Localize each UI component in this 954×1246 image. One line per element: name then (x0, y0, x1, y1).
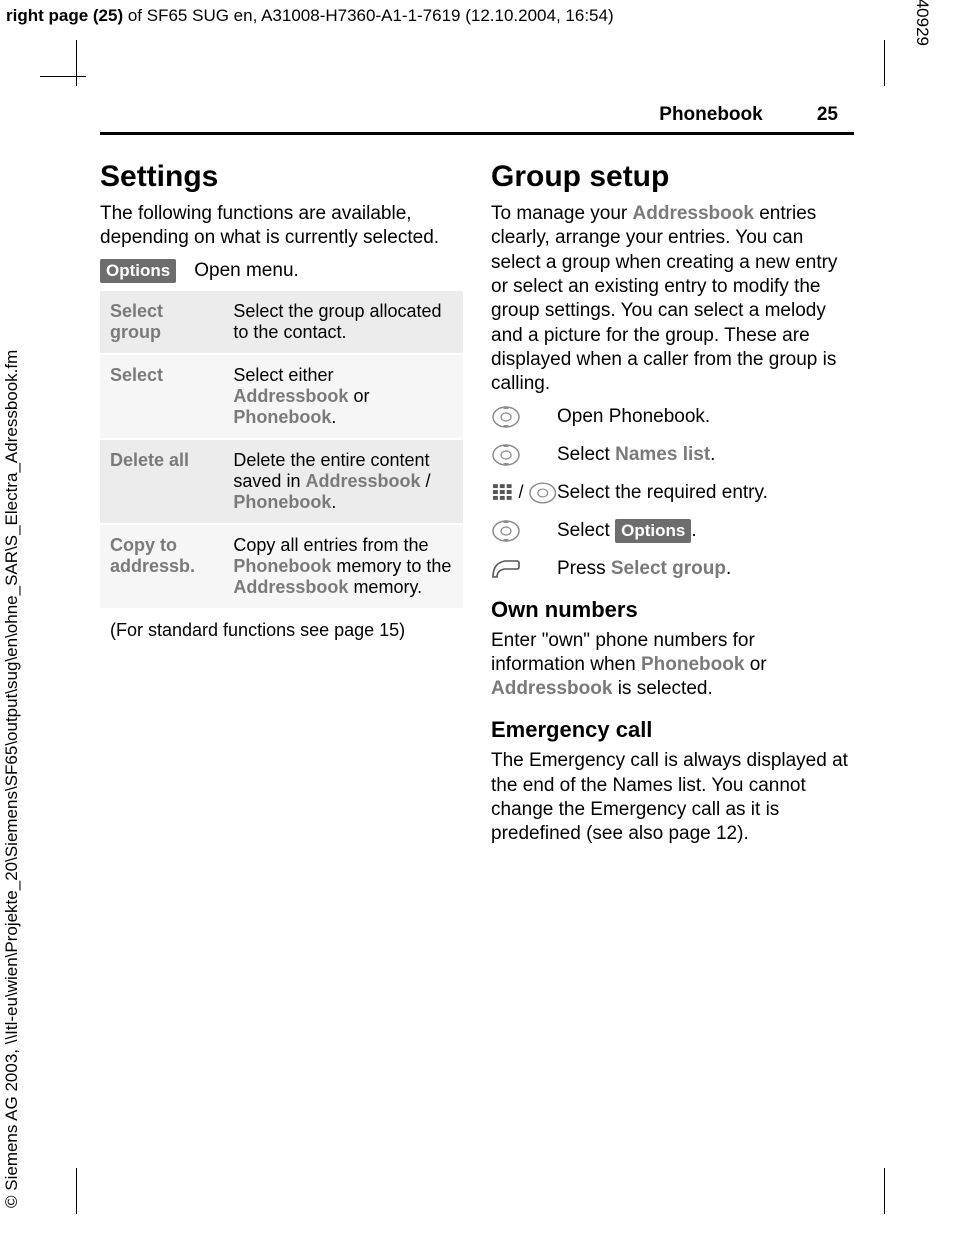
steps-list: Open Phonebook. Select Names list. / Sel… (491, 405, 854, 581)
step-text: Open Phonebook. (557, 406, 854, 428)
nav-ring-icon (491, 443, 557, 467)
row-key: Select (100, 355, 223, 438)
table-footnote: (For standard functions see page 15) (100, 610, 463, 651)
section-name: Phonebook (659, 104, 762, 125)
emergency-text: The Emergency call is always displayed a… (491, 749, 854, 846)
options-badge: Options (615, 519, 691, 543)
h2-emergency-call: Emergency call (491, 717, 854, 743)
crop-mark (884, 40, 885, 86)
header-rule (100, 132, 854, 135)
options-badge: Options (100, 259, 176, 283)
options-table: Select group Select the group allocated … (100, 291, 463, 651)
side-var-text: VAR Language: en; VAR issue date: 040929 (912, 0, 932, 46)
step-text: Select Names list. (557, 444, 854, 466)
doc-header-light: of SF65 SUG en, A31008-H7360-A1-1-7619 (… (123, 6, 614, 25)
crop-mark (884, 1168, 885, 1214)
row-key: Delete all (100, 440, 223, 523)
col-group-setup: Group setup To manage your Addressbook e… (491, 160, 854, 855)
step-text: Select the required entry. (557, 482, 854, 504)
row-val: Select the group allocated to the contac… (223, 291, 463, 353)
step-text: Select Options. (557, 519, 854, 543)
slash-text: / (519, 482, 524, 503)
keypad-with-nav-icon: / (491, 481, 557, 505)
doc-header-bold: right page (25) (6, 6, 123, 25)
crop-mark (76, 1168, 77, 1214)
row-val: Copy all entries from the Phonebook memo… (223, 525, 463, 608)
crop-mark (40, 76, 86, 77)
nav-ring-icon (491, 405, 557, 429)
softkey-icon (491, 557, 557, 581)
h1-group-setup: Group setup (491, 160, 854, 194)
row-val: Delete the entire content saved in Addre… (223, 440, 463, 523)
row-val: Select either Addressbook or Phonebook. (223, 355, 463, 438)
open-menu-text: Open menu. (194, 260, 299, 282)
page-number: 25 (768, 104, 838, 126)
side-path-text: © Siemens AG 2003, \\Itl-eu\wien\Projekt… (2, 350, 22, 1208)
h2-own-numbers: Own numbers (491, 597, 854, 623)
settings-intro: The following functions are available, d… (100, 202, 463, 251)
crop-mark (76, 40, 77, 86)
nav-ring-icon (491, 519, 557, 543)
step-text: Press Select group. (557, 558, 854, 580)
h1-settings: Settings (100, 160, 463, 194)
doc-header: right page (25) of SF65 SUG en, A31008-H… (6, 6, 614, 26)
row-key: Select group (100, 291, 223, 353)
row-key: Copy to addressb. (100, 525, 223, 608)
group-intro: To manage your Addressbook entries clear… (491, 202, 854, 397)
own-numbers-text: Enter "own" phone numbers for informatio… (491, 629, 854, 702)
col-settings: Settings The following functions are ava… (100, 160, 463, 855)
page-title: Phonebook 25 (100, 104, 854, 126)
